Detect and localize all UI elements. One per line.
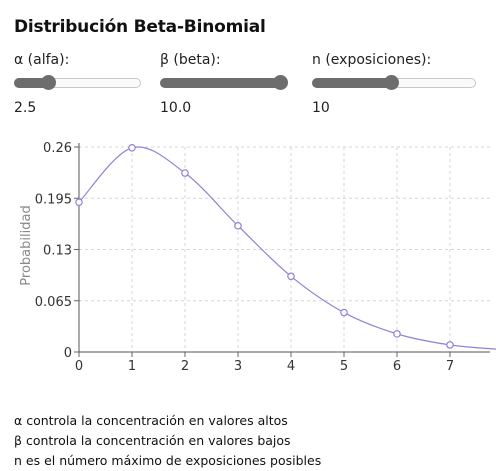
data-point: [287, 272, 295, 281]
n-slider-thumb[interactable]: [384, 75, 399, 90]
alpha-label: α (alfa):: [14, 52, 70, 68]
page-title: Distribución Beta-Binomial: [14, 17, 266, 37]
y-tick-label: 0: [64, 346, 72, 361]
data-point: [75, 198, 83, 206]
y-tick-label: 0.195: [35, 192, 72, 207]
alpha-slider[interactable]: [14, 75, 141, 90]
y-tick-label: 0.065: [35, 295, 72, 310]
x-tick-label: 0: [75, 359, 83, 374]
alpha-value: 2.5: [14, 100, 37, 116]
x-tick-label: 6: [393, 359, 401, 374]
probability-chart: 0 0.065 0.13 0.195 0.26 0 1 2 3 4 5 6 7 Probabilidad: [19, 141, 496, 374]
y-axis-label: Probabilidad: [19, 205, 34, 285]
x-tick-label: 7: [446, 359, 454, 374]
beta-label: β (beta):: [160, 52, 221, 68]
data-point: [446, 341, 454, 349]
chart-axes: 0 0.065 0.13 0.195 0.26 0 1 2 3 4 5 6 7: [35, 141, 490, 374]
data-point: [234, 222, 242, 230]
y-tick-label: 0.26: [43, 141, 72, 156]
x-tick-label: 5: [340, 359, 348, 374]
n-slider[interactable]: [312, 75, 476, 90]
note-n: n es el número máximo de exposiciones po…: [14, 453, 322, 468]
note-beta: β controla la concentración en valores b…: [14, 433, 291, 448]
note-alpha: α controla la concentración en valores a…: [14, 413, 288, 428]
series-line: [79, 146, 496, 350]
chart-series: [75, 143, 496, 350]
data-point: [181, 169, 189, 177]
x-tick-label: 4: [287, 359, 295, 374]
n-slider-fill: [312, 78, 391, 88]
alpha-slider-thumb[interactable]: [41, 75, 57, 90]
beta-value: 10.0: [160, 100, 192, 116]
chart-grid: [78, 146, 490, 353]
alpha-slider-fill: [14, 78, 49, 88]
beta-control: β (beta): 10.0: [160, 52, 290, 116]
data-point: [128, 143, 136, 152]
notes: α controla la concentración en valores a…: [14, 411, 321, 471]
data-point: [393, 330, 401, 338]
n-control: n (exposiciones): 10: [312, 52, 476, 116]
alpha-control: α (alfa): 2.5: [14, 52, 144, 116]
x-tick-label: 2: [181, 359, 189, 374]
n-value: 10: [312, 100, 330, 116]
y-tick-label: 0.13: [43, 244, 72, 259]
data-point: [340, 308, 348, 317]
beta-slider-fill: [160, 78, 280, 88]
x-tick-label: 3: [234, 359, 242, 374]
n-label: n (exposiciones):: [312, 52, 432, 68]
beta-slider[interactable]: [160, 75, 288, 90]
beta-slider-thumb[interactable]: [273, 75, 288, 90]
x-tick-label: 1: [128, 359, 136, 374]
